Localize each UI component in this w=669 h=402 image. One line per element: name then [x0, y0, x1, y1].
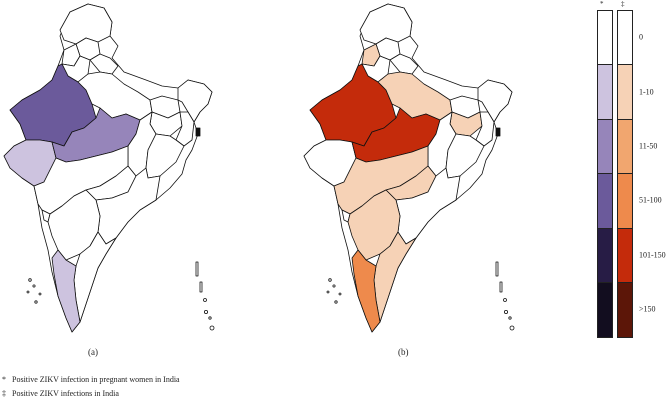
footnote-pregnant: * Positive ZIKV infection in pregnant wom… [2, 375, 180, 384]
legend-swatch-2 [598, 119, 612, 175]
legend-class-label: 1-10 [639, 87, 654, 97]
legend-swatch-0 [598, 11, 612, 66]
legend-swatch-1 [618, 65, 632, 120]
region-tripura-b [495, 127, 501, 137]
legend-swatch-4 [598, 228, 612, 283]
region-odisha-b [445, 133, 485, 179]
region-tripura-a [195, 127, 201, 137]
region-west-bengal-b [475, 111, 495, 147]
legend-class-label: 0 [639, 32, 643, 42]
legend-symbol-b: ‡ [621, 0, 625, 8]
legend-swatch-3 [618, 174, 632, 229]
region-northeast-a [177, 79, 213, 123]
legend-symbol-a: * [600, 0, 604, 8]
legend-swatch-4 [618, 228, 632, 283]
map-panel-a [0, 0, 215, 345]
region-kerala-a [51, 249, 81, 333]
legend: * ‡ 0 1-10 11-50 51-100 101-150 >150 [593, 0, 666, 347]
region-odisha-a [145, 133, 185, 179]
footnote-total: ‡ Positive ZIKV infections in India [2, 389, 119, 398]
legend-class-label: 51-100 [639, 195, 662, 205]
region-kerala-b [351, 249, 381, 333]
legend-color-scale-b [617, 10, 633, 339]
region-northeast-b [477, 79, 513, 123]
legend-swatch-1 [598, 65, 612, 120]
legend-class-label: 11-50 [639, 141, 658, 151]
legend-swatch-2 [618, 119, 632, 175]
legend-swatch-5 [598, 282, 612, 338]
legend-swatch-0 [618, 11, 632, 66]
legend-swatch-3 [598, 174, 612, 229]
footnotes: * Positive ZIKV infection in pregnant wom… [2, 373, 180, 401]
region-west-bengal-a [175, 111, 195, 147]
legend-class-label: >150 [639, 304, 656, 314]
panel-label-a: (a) [88, 347, 98, 357]
map-panel-b [300, 0, 515, 345]
panel-label-b: (b) [398, 347, 409, 357]
legend-class-label: 101-150 [639, 250, 666, 260]
legend-color-scale-a [597, 10, 613, 339]
legend-swatch-5 [618, 282, 632, 338]
